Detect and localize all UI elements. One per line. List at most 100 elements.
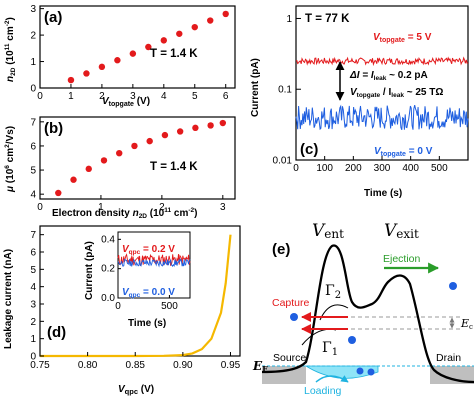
panel-b-ytick-label: 7 [30, 117, 36, 128]
panel-c-ylabel: Current (pA) [250, 58, 261, 117]
panel-d-xticks: 0.75 0.80 0.85 0.90 0.95 [30, 352, 241, 371]
v-exit-label: Vexit [384, 221, 419, 241]
panel-b-points [55, 119, 227, 197]
panel-a-point [98, 63, 106, 71]
panel-a-xtick-label: 1 [68, 91, 74, 102]
panel-c-xlabel: Time (s) [364, 188, 402, 199]
panel-d-inset: 0 500 0.0 0.2 0.4 Vqpc = 0.2 V Vqpc = 0.0 V… [84, 231, 191, 329]
source-label: Source [273, 352, 306, 364]
panel-b-xtick-label: 1 [98, 202, 104, 213]
inset-xtick-label: 500 [161, 301, 178, 312]
panel-a-point [207, 17, 214, 24]
panel-b-point [146, 137, 153, 145]
panel-a-point [67, 76, 75, 84]
panel-c-delta-line2: Vtopgate / Ileak ~ 25 TΩ [350, 87, 443, 99]
panel-c-yticks: 1 0.1 0.01 [273, 14, 301, 167]
panel-a-xtick-label: 2 [99, 91, 105, 102]
panel-a-ylabel: n2D (1011 cm-2) [4, 17, 17, 82]
panel-b-point [207, 122, 214, 129]
panel-c-delta-line1: ΔI = Ileak ~ 0.2 pA [349, 70, 428, 82]
dot-electron-puddle [304, 365, 379, 379]
panel-e-label: (e) [272, 241, 290, 258]
panel-d-ytick-label: 3 [30, 300, 36, 311]
panel-b-point [85, 165, 92, 173]
panel-d-label: (d) [47, 324, 66, 341]
panel-b-frame [39, 116, 236, 200]
panel-a-point [160, 37, 168, 44]
panel-a-xticks: 0 1 2 3 4 5 6 [37, 84, 229, 102]
panel-b-xtick-label: 3 [220, 202, 226, 213]
panel-a-xlabel: Vtopgate (V) [102, 96, 150, 108]
panel-d-ytick-label: 7 [30, 230, 36, 241]
inset-trace-red [117, 253, 191, 267]
loading-arrow [315, 375, 349, 383]
panel-d-ytick-label: 6 [30, 248, 36, 259]
panel-a-xtick-label: 6 [223, 91, 229, 102]
panel-a-frame [39, 5, 236, 89]
electron-puddle-1 [356, 367, 364, 375]
capture-label: Capture [272, 297, 310, 309]
panel-a-ytick-label: 3 [30, 4, 36, 15]
ejection-label: Ejection [383, 253, 421, 265]
panel-c-xtick-label: 100 [316, 163, 333, 174]
panel-a-point [129, 50, 137, 57]
drain-lead-fill [430, 366, 474, 384]
panel-c-ytick-label: 0.1 [278, 85, 292, 96]
panel-b-xlabel: Electron density n2D (1011 cm-2) [52, 207, 197, 220]
panel-b-ylabel: μ (106 cm2/Vs) [4, 126, 16, 193]
panel-a-point [191, 23, 198, 31]
panel-d-xtick-label: 0.90 [173, 360, 193, 371]
inset-blue-label: Vqpc = 0.0 V [122, 287, 175, 299]
panel-d-ytick-label: 4 [30, 282, 36, 293]
inset-red-label: Vqpc = 0.2 V [122, 244, 175, 256]
panel-a-point [83, 70, 90, 77]
panel-b-point [219, 119, 227, 127]
panel-b-point [55, 189, 62, 197]
inset-ytick-label: 0.0 [101, 293, 115, 304]
panel-a-ytick-label: 2 [30, 31, 36, 42]
panel-b-yticks: 4 5 6 7 [30, 117, 44, 201]
panel-d-xlabel: Vqpc (V) [118, 384, 154, 396]
panel-b-point [70, 176, 77, 183]
potential-landscape [261, 244, 474, 384]
panel-d-xtick-label: 0.75 [30, 360, 50, 371]
panel-d: 0.75 0.80 0.85 0.90 0.95 0 1 2 3 4 5 6 7 (d) Vqpc (… [3, 225, 241, 396]
panel-b-point [176, 128, 184, 135]
inset-xlabel: Time (s) [128, 318, 166, 329]
panel-a-label: (a) [44, 9, 62, 26]
panel-b-point [161, 131, 169, 139]
inset-ytick-label: 0.4 [101, 234, 115, 245]
ef-label: EF [252, 359, 268, 374]
panel-d-ytick-label: 1 [30, 334, 36, 345]
panel-c-xtick-label: 400 [402, 163, 419, 174]
panel-b-point [116, 149, 123, 157]
panel-d-ylabel: Leakage current (nA) [3, 249, 14, 349]
panel-d-ytick-label: 5 [30, 265, 36, 276]
panel-a-xtick-label: 4 [161, 91, 167, 102]
panel-e: (e) Vent Vexit Ejection Γ2 Γ1 Capture So… [252, 221, 474, 397]
panel-c-top-label: Vtopgate = 5 V [373, 32, 432, 44]
panel-b: 0 1 2 3 4 5 6 7 (b) T = 1.4 K Electron density… [4, 116, 236, 220]
panel-c-xtick-label: 300 [374, 163, 391, 174]
inset-xtick-label: 0 [115, 301, 121, 312]
inset-ylabel: Current (pA) [84, 241, 95, 300]
ec-label: Ec [460, 317, 473, 331]
panel-c-label: (c) [300, 141, 318, 158]
panel-c-trace-5v [295, 56, 469, 67]
panel-b-xticks: 0 1 2 3 [37, 195, 226, 213]
panel-c-frame [295, 5, 469, 161]
loading-label: Loading [304, 385, 342, 397]
panel-b-annotation: T = 1.4 K [150, 161, 198, 173]
electron-ejected [449, 282, 457, 290]
electron-puddle-2 [367, 368, 375, 376]
panel-c-xticks: 0 100 200 300 400 500 [293, 156, 448, 174]
panel-d-leakage-curve [40, 234, 232, 358]
panel-b-xtick-label: 2 [159, 202, 165, 213]
panel-a-ytick-label: 0 [30, 84, 36, 95]
panel-c-xtick-label: 0 [293, 163, 299, 174]
panel-d-ytick-label: 2 [30, 317, 36, 328]
panel-b-xtick-label: 0 [37, 202, 43, 213]
panel-a-ytick-label: 1 [30, 57, 36, 68]
electron-bound [348, 336, 356, 344]
